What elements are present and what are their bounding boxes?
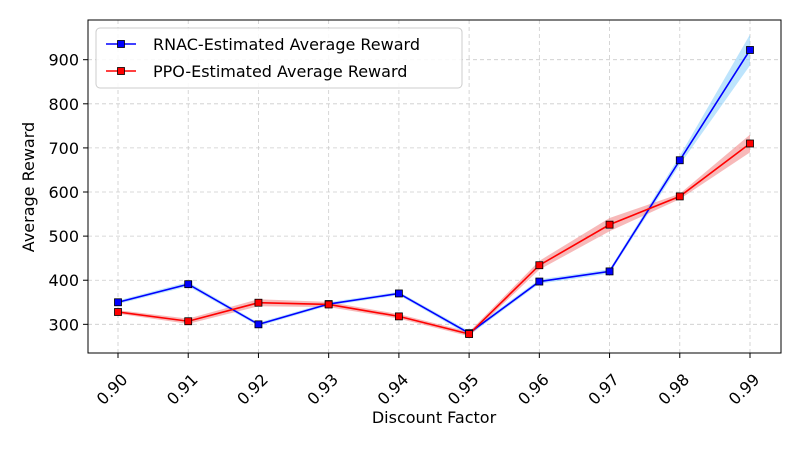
- plot-frame: [87, 19, 782, 354]
- y-tick-label: 500: [48, 227, 79, 246]
- series-0-marker: [746, 46, 754, 54]
- series-1-marker: [535, 261, 544, 270]
- series-1-marker: [465, 330, 474, 338]
- series-0-marker: [535, 277, 544, 286]
- x-tick-label: 0.99: [725, 370, 764, 409]
- series-0-marker: [605, 267, 614, 276]
- x-tick-label: 0.98: [655, 370, 694, 409]
- y-tick-label: 300: [48, 315, 79, 334]
- tick-layer: 0.90 0.91 0.92 0.93 0.94 0.95 0.96 0.97 0.98 0.99…: [48, 51, 763, 409]
- y-axis-label: Average Reward: [19, 122, 38, 252]
- legend-box: [95, 27, 463, 89]
- legend-items: RNAC-Estimated Average Reward PPO-Estimat…: [106, 35, 420, 81]
- x-tick-label: 0.92: [233, 370, 272, 409]
- x-tick-label: 0.94: [374, 370, 413, 409]
- series-1-marker: [746, 139, 754, 148]
- x-tick-label: 0.91: [163, 370, 202, 409]
- y-tick-label: 800: [48, 95, 79, 114]
- series-1-marker: [605, 220, 614, 229]
- series-0-marker: [675, 156, 684, 165]
- x-tick-label: 0.90: [93, 370, 132, 409]
- marker-layer: [114, 46, 754, 338]
- series-0-marker: [114, 298, 122, 307]
- legend: RNAC-Estimated Average Reward PPO-Estimat…: [95, 27, 463, 89]
- series-1-marker: [324, 300, 333, 309]
- legend-entry-label: RNAC-Estimated Average Reward: [153, 35, 420, 54]
- series-1-marker: [675, 192, 684, 201]
- series-1-line: [117, 142, 751, 335]
- y-tick-label: 400: [48, 271, 79, 290]
- y-tick-label: 700: [48, 139, 79, 158]
- series-0-line: [117, 49, 751, 335]
- y-tick-label: 600: [48, 183, 79, 202]
- series-1-marker: [184, 317, 193, 326]
- series-1-band: [118, 134, 750, 337]
- series-1-marker: [394, 312, 403, 321]
- series-0-marker: [184, 280, 193, 289]
- y-tick-label: 900: [48, 51, 79, 70]
- series-0-marker: [394, 289, 403, 298]
- x-axis-label: Discount Factor: [372, 408, 497, 427]
- x-tick-label: 0.97: [584, 370, 623, 409]
- legend-swatch-marker: [117, 67, 125, 75]
- series-1-marker: [254, 298, 263, 307]
- x-tick-label: 0.95: [444, 370, 483, 409]
- x-tick-label: 0.93: [303, 370, 342, 409]
- line-layer: [117, 49, 751, 335]
- legend-swatch-marker: [117, 40, 125, 48]
- x-tick-label: 0.96: [514, 370, 553, 409]
- legend-entry-label: PPO-Estimated Average Reward: [153, 62, 407, 81]
- series-0-marker: [254, 320, 263, 329]
- series-1-marker: [114, 308, 122, 316]
